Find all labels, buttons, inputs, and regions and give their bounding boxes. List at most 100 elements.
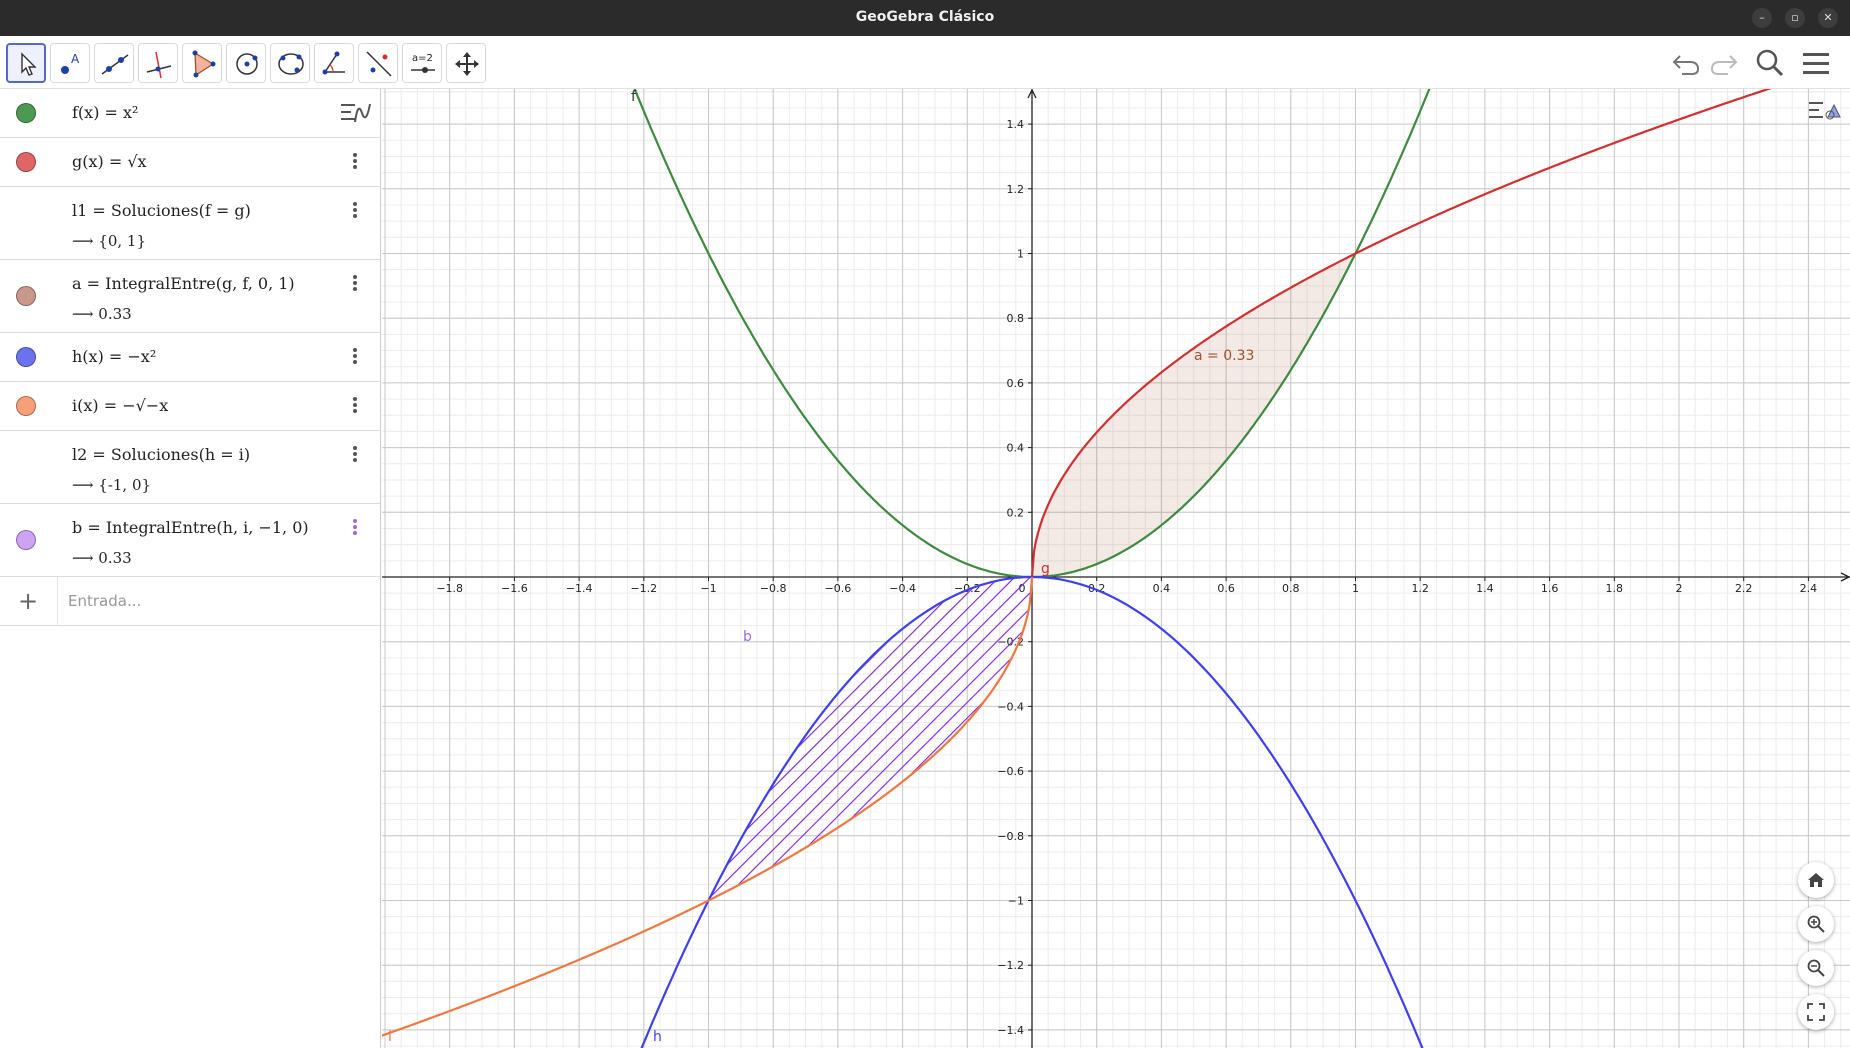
- algebra-row-h[interactable]: h(x) = −x²: [0, 333, 380, 382]
- zoom-in-button[interactable]: [1798, 906, 1834, 942]
- algebra-row-l2[interactable]: l2 = Soluciones(h = i) ⟶ {-1, 0}: [0, 431, 380, 504]
- point-tool-button[interactable]: A: [50, 43, 90, 83]
- home-icon: [1808, 873, 1824, 887]
- row-menu-button[interactable]: [345, 346, 365, 370]
- circle-tool-icon: [236, 53, 258, 75]
- move-tool-button[interactable]: [6, 43, 46, 83]
- angle-tool-button[interactable]: [314, 43, 354, 83]
- svg-text:a=2: a=2: [412, 53, 433, 64]
- x-tick-label: 1.6: [1541, 582, 1559, 595]
- row-menu-button[interactable]: [345, 273, 365, 297]
- home-view-button[interactable]: [1798, 862, 1834, 898]
- y-tick-label: −1: [1008, 895, 1024, 908]
- y-axis-arrow: [1027, 89, 1037, 99]
- algebra-row-a[interactable]: a = IntegralEntre(g, f, 0, 1) ⟶ 0.33: [0, 260, 380, 333]
- row-menu-button[interactable]: [345, 395, 365, 419]
- circle-tool-button[interactable]: [226, 43, 266, 83]
- visibility-marble[interactable]: [16, 152, 36, 172]
- algebra-input[interactable]: Entrada...: [68, 592, 142, 610]
- row-menu-button[interactable]: [345, 200, 365, 224]
- y-tick-label: −0.8: [997, 830, 1024, 843]
- search-icon: [1756, 49, 1784, 77]
- x-tick-label: 0.6: [1217, 582, 1235, 595]
- fullscreen-icon: [1807, 1003, 1825, 1021]
- perpendicular-tool-icon: [146, 51, 172, 79]
- algebra-definition[interactable]: a = IntegralEntre(g, f, 0, 1): [72, 274, 295, 293]
- graphics-style-button[interactable]: [1804, 93, 1844, 129]
- reflect-tool-icon: [366, 51, 392, 77]
- algebra-definition[interactable]: i(x) = −√−x: [72, 396, 169, 415]
- point-tool-icon: A: [61, 52, 80, 74]
- row-menu-button[interactable]: [345, 444, 365, 468]
- conic-tool-icon: [278, 53, 304, 75]
- visibility-marble[interactable]: [16, 286, 36, 306]
- perpendicular-tool-button[interactable]: [138, 43, 178, 83]
- move-graphics-tool-icon: [455, 52, 479, 76]
- x-tick-label: −0.8: [760, 582, 787, 595]
- algebra-row-b[interactable]: b = IntegralEntre(h, i, −1, 0) ⟶ 0.33: [0, 504, 380, 577]
- graphics-view[interactable]: −1.8−1.6−1.4−1.2−1−0.8−0.6−0.4−0.200.20.…: [382, 89, 1850, 1048]
- x-tick-label: −1.8: [436, 582, 463, 595]
- zoom-in-icon: [1807, 915, 1825, 933]
- algebra-definition[interactable]: h(x) = −x²: [72, 347, 157, 366]
- move-tool-icon: [21, 52, 37, 76]
- algebra-row-f[interactable]: f(x) = x²: [0, 89, 380, 138]
- conic-tool-button[interactable]: [270, 43, 310, 83]
- visibility-marble[interactable]: [16, 347, 36, 367]
- label-a: a = 0.33: [1194, 348, 1254, 364]
- row-menu-button[interactable]: [345, 151, 365, 175]
- algebra-output: ⟶ {0, 1}: [72, 232, 146, 250]
- line-tool-button[interactable]: [94, 43, 134, 83]
- redo-icon: [1710, 55, 1738, 75]
- move-graphics-tool-button[interactable]: [446, 43, 486, 83]
- maximize-button[interactable]: ▫: [1785, 8, 1805, 28]
- algebra-definition[interactable]: b = IntegralEntre(h, i, −1, 0): [72, 518, 309, 537]
- undo-button[interactable]: [1668, 46, 1704, 80]
- x-tick-label: 2.4: [1800, 582, 1818, 595]
- reflect-tool-button[interactable]: [358, 43, 398, 83]
- algebra-row-i[interactable]: i(x) = −√−x: [0, 382, 380, 431]
- x-tick-label: −0.6: [825, 582, 852, 595]
- x-tick-label: −1: [700, 582, 716, 595]
- slider-tool-button[interactable]: a=2: [402, 43, 442, 83]
- toolbar: A a=2: [0, 36, 1850, 89]
- algebra-row-l1[interactable]: l1 = Soluciones(f = g) ⟶ {0, 1}: [0, 187, 380, 260]
- curve-i: [382, 576, 1034, 1037]
- y-tick-label: 0.8: [1007, 312, 1025, 325]
- algebra-definition[interactable]: f(x) = x²: [72, 103, 139, 122]
- algebra-definition[interactable]: l2 = Soluciones(h = i): [72, 445, 251, 464]
- row-menu-button[interactable]: [345, 517, 365, 541]
- window-titlebar: GeoGebra Clásico – ▫ ✕: [0, 0, 1850, 36]
- y-tick-label: 0.2: [1007, 506, 1025, 519]
- algebra-row-g[interactable]: g(x) = √x: [0, 138, 380, 187]
- y-tick-label: 1.4: [1007, 118, 1025, 131]
- main-menu-button[interactable]: [1798, 46, 1834, 80]
- undo-icon: [1672, 55, 1700, 75]
- y-tick-label: −0.4: [997, 700, 1024, 713]
- visibility-marble[interactable]: [16, 530, 36, 550]
- label-h: h: [653, 1029, 662, 1045]
- divider: [57, 577, 58, 626]
- slider-tool-icon: a=2: [411, 53, 435, 73]
- algebra-sort-icon: [341, 103, 371, 123]
- y-tick-label: 1.2: [1007, 183, 1025, 196]
- x-tick-label: 1.2: [1411, 582, 1429, 595]
- minimize-button[interactable]: –: [1752, 8, 1772, 28]
- visibility-marble[interactable]: [16, 103, 36, 123]
- search-button[interactable]: [1752, 46, 1788, 80]
- y-tick-label: 1: [1017, 248, 1024, 261]
- redo-button[interactable]: [1706, 46, 1742, 80]
- algebra-settings-button[interactable]: [336, 95, 376, 131]
- close-button[interactable]: ✕: [1818, 8, 1838, 28]
- y-tick-label: −1.2: [997, 959, 1024, 972]
- algebra-output: ⟶ {-1, 0}: [72, 476, 152, 494]
- visibility-marble[interactable]: [16, 396, 36, 416]
- algebra-definition[interactable]: l1 = Soluciones(f = g): [72, 201, 251, 220]
- polygon-tool-button[interactable]: [182, 43, 222, 83]
- zoom-out-button[interactable]: [1798, 950, 1834, 986]
- graph-canvas[interactable]: −1.8−1.6−1.4−1.2−1−0.8−0.6−0.4−0.200.20.…: [382, 89, 1850, 1048]
- fullscreen-button[interactable]: [1798, 994, 1834, 1030]
- algebra-input-row[interactable]: + Entrada...: [0, 577, 380, 626]
- graphics-settings-icon: [1809, 102, 1841, 120]
- algebra-definition[interactable]: g(x) = √x: [72, 152, 147, 171]
